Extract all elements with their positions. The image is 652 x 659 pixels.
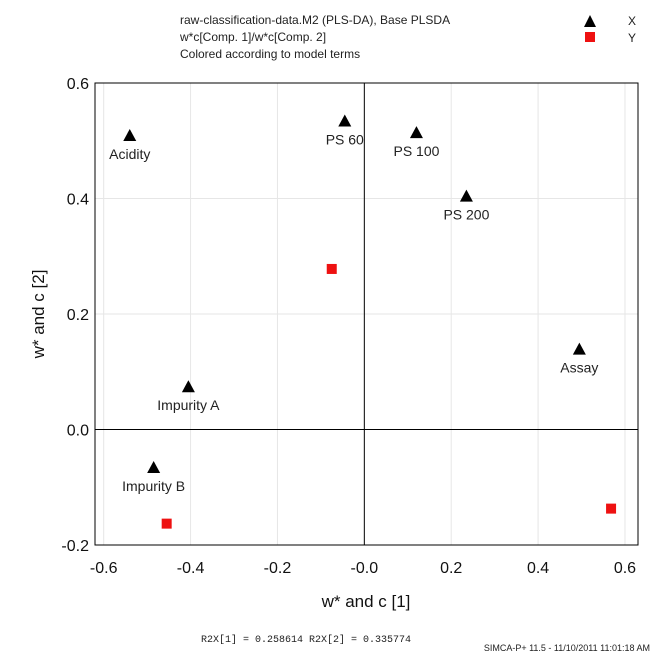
y-axis-title: w* and c [2]: [29, 270, 48, 360]
x-variable-marker: [338, 114, 352, 127]
zero-lines: [95, 83, 638, 545]
y-tick-label: 0.6: [67, 76, 89, 93]
y-variable-marker: [161, 518, 172, 529]
y-variable-marker: [326, 263, 337, 274]
y-tick-label: 0.2: [67, 307, 89, 324]
y-variable-marker: [606, 503, 617, 514]
point-label: Impurity B: [122, 478, 185, 494]
legend-y-square-icon: [585, 32, 595, 42]
x-variable-marker: [572, 342, 586, 355]
legend: X Y: [584, 14, 636, 45]
y-tick-label: 0.4: [67, 192, 89, 209]
point-label: Impurity A: [157, 397, 220, 413]
y-tick-label: 0.0: [67, 423, 89, 440]
plot-frame: [94, 82, 639, 546]
title-line-2: w*c[Comp. 1]/w*c[Comp. 2]: [179, 30, 326, 44]
footer-software-stamp: SIMCA-P+ 11.5 - 11/10/2011 11:01:18 AM: [484, 643, 650, 653]
x-tick-label: 0.4: [527, 560, 549, 577]
x-tick-label: -0.2: [264, 560, 292, 577]
x-tick-label: 0.6: [614, 560, 636, 577]
x-tick-label: -0.4: [177, 560, 205, 577]
x-variable-marker: [409, 126, 423, 139]
title-line-1: raw-classification-data.M2 (PLS-DA), Bas…: [180, 13, 450, 27]
data-points: Acidity PS 60 PS 100 PS 200 Assay Impurity A I…: [109, 114, 617, 529]
title-line-3: Colored according to model terms: [180, 47, 360, 61]
grid: [95, 82, 638, 546]
legend-x-triangle-icon: [584, 15, 596, 27]
footer-r2x-stats: R2X[1] = 0.258614 R2X[2] = 0.335774: [201, 634, 411, 646]
x-tick-label: 0.2: [440, 560, 462, 577]
x-axis-ticks: -0.6 -0.4 -0.2 -0.0 0.2 0.4 0.6: [90, 560, 636, 577]
point-label: PS 200: [443, 207, 489, 223]
x-variable-marker: [181, 380, 195, 393]
point-label: Acidity: [109, 146, 150, 162]
x-tick-label: -0.6: [90, 560, 118, 577]
point-label: PS 60: [326, 132, 364, 148]
x-tick-label: -0.0: [351, 560, 379, 577]
x-axis-title: w* and c [1]: [321, 592, 411, 611]
y-axis-ticks: 0.6 0.4 0.2 0.0 -0.2: [61, 76, 89, 555]
y-tick-label: -0.2: [61, 538, 89, 555]
legend-y-label: Y: [628, 31, 636, 45]
x-variable-marker: [123, 128, 137, 141]
x-variable-marker: [147, 461, 161, 474]
legend-x-label: X: [628, 14, 636, 28]
point-label: PS 100: [393, 143, 439, 159]
x-variable-marker: [459, 189, 473, 202]
point-label: Assay: [560, 360, 598, 376]
chart-title: raw-classification-data.M2 (PLS-DA), Bas…: [179, 13, 450, 61]
